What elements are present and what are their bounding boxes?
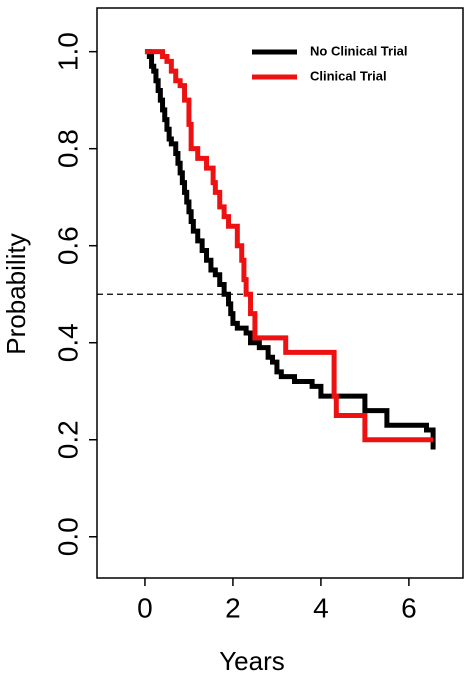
x-tick-label: 0	[137, 592, 153, 623]
x-tick-label: 4	[313, 592, 329, 623]
y-tick-label: 0.2	[52, 420, 83, 459]
y-tick-label: 1.0	[52, 32, 83, 71]
x-tick-label: 2	[225, 592, 241, 623]
legend-label: No Clinical Trial	[310, 43, 408, 58]
y-tick-label: 0.4	[52, 323, 83, 362]
x-tick-label: 6	[401, 592, 417, 623]
y-tick-label: 0.0	[52, 517, 83, 556]
y-axis-label: Probability	[1, 233, 31, 354]
x-axis-label: Years	[219, 646, 285, 676]
survival-curve	[144, 49, 434, 443]
y-tick-label: 0.8	[52, 129, 83, 168]
plot-frame	[96, 7, 464, 579]
y-tick-label: 0.6	[52, 226, 83, 265]
legend-label: Clinical Trial	[310, 68, 387, 83]
survival-curve	[144, 49, 436, 450]
